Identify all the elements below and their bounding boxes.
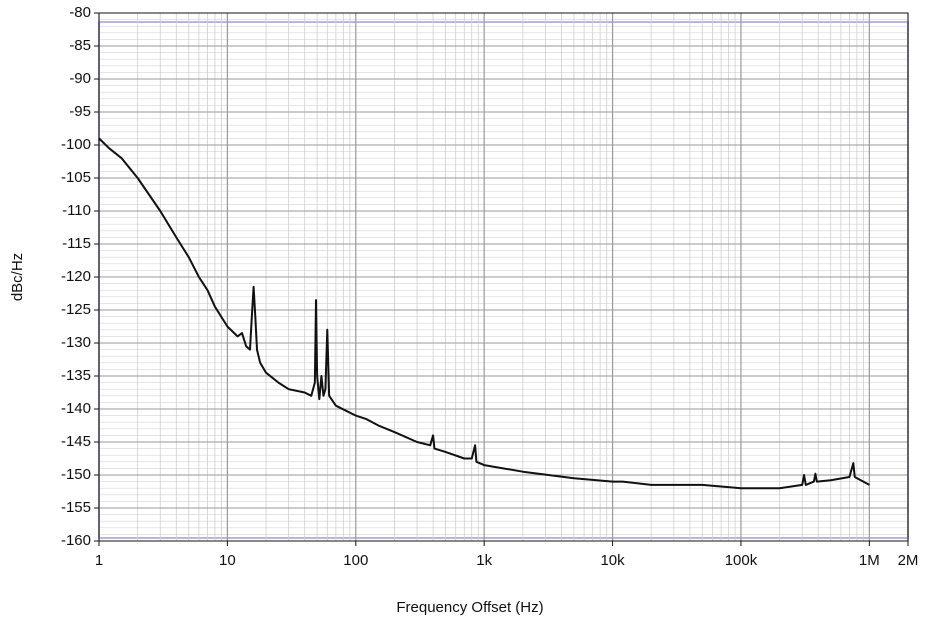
x-tick-label: 1M bbox=[859, 552, 880, 569]
y-tick-label: -145 bbox=[61, 433, 91, 450]
x-tick-label: 10 bbox=[219, 552, 236, 569]
y-tick-label: -160 bbox=[61, 532, 91, 549]
y-tick-label: -90 bbox=[69, 70, 91, 87]
y-tick-label: -120 bbox=[61, 268, 91, 285]
y-tick-label: -85 bbox=[69, 37, 91, 54]
y-tick-label: -125 bbox=[61, 301, 91, 318]
x-tick-label: 2M bbox=[898, 552, 919, 569]
y-tick-label: -105 bbox=[61, 169, 91, 186]
x-tick-label: 100 bbox=[343, 552, 368, 569]
y-tick-label: -140 bbox=[61, 400, 91, 417]
y-tick-label: -130 bbox=[61, 334, 91, 351]
y-tick-label: -135 bbox=[61, 367, 91, 384]
x-tick-label: 1k bbox=[476, 552, 492, 569]
y-tick-label: -110 bbox=[62, 202, 91, 219]
y-tick-label: -100 bbox=[61, 136, 91, 153]
y-tick-label: -115 bbox=[62, 235, 91, 252]
x-tick-label: 100k bbox=[725, 552, 758, 569]
y-tick-label: -80 bbox=[69, 4, 91, 21]
y-tick-label: -155 bbox=[61, 499, 91, 516]
line bbox=[98, 137, 870, 490]
plot-inner bbox=[98, 21, 909, 539]
x-axis-label: Frequency Offset (Hz) bbox=[396, 599, 543, 616]
x-tick-label: 10k bbox=[600, 552, 625, 569]
y-axis-label: dBc/Hz bbox=[9, 253, 26, 301]
x-tick-label: 1 bbox=[95, 552, 103, 569]
y-tick-label: -150 bbox=[61, 466, 91, 483]
plot-frame bbox=[98, 12, 909, 542]
y-tick-label: -95 bbox=[69, 103, 91, 120]
